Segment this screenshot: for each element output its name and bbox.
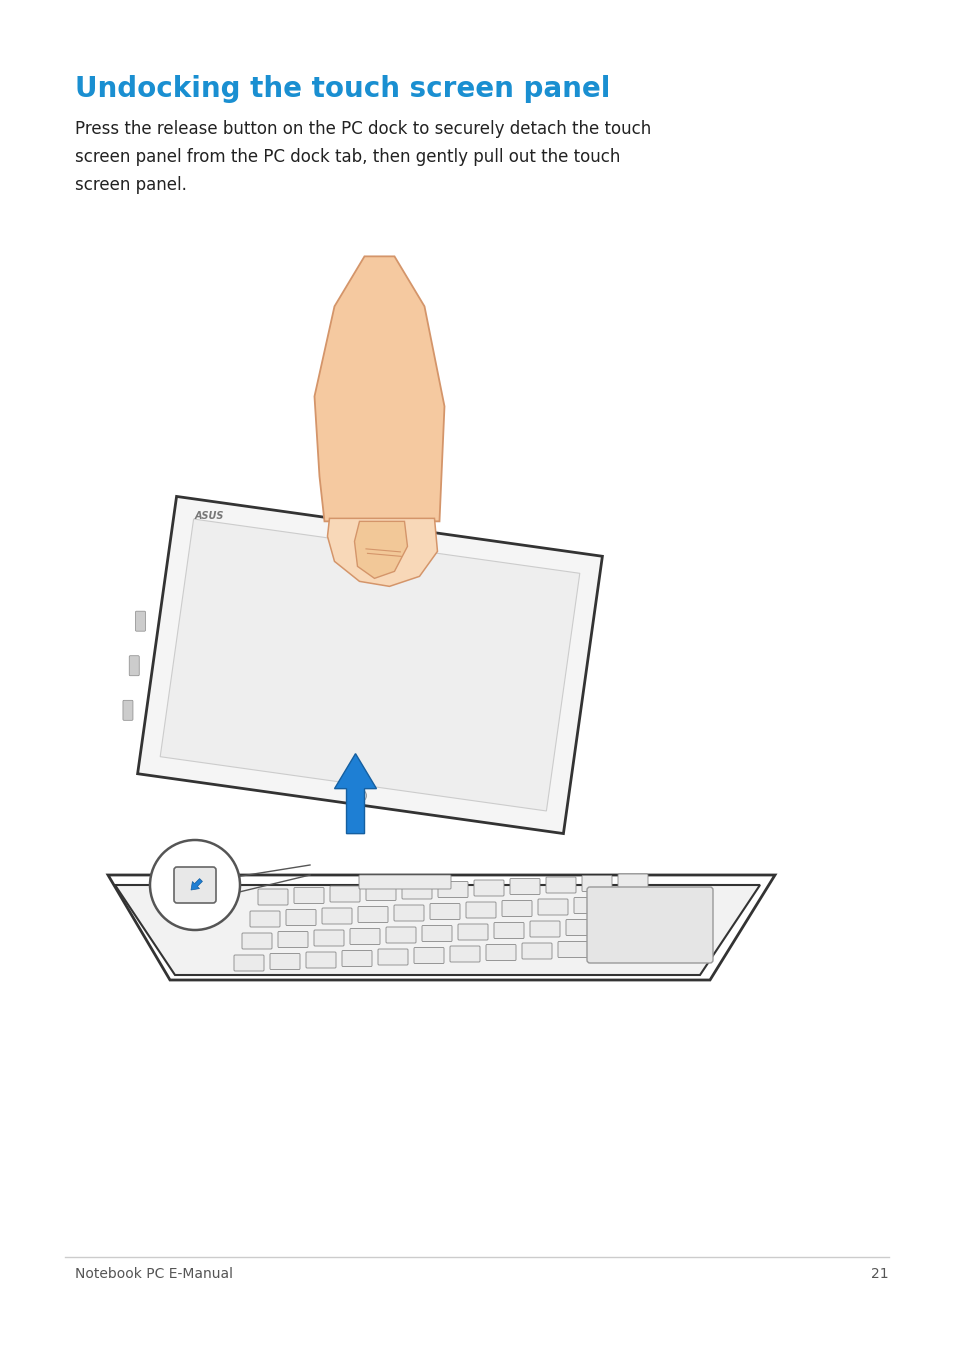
FancyBboxPatch shape bbox=[530, 921, 559, 937]
FancyBboxPatch shape bbox=[594, 940, 623, 956]
Text: Press the release button on the PC dock to securely detach the touch
screen pane: Press the release button on the PC dock … bbox=[75, 120, 651, 194]
FancyBboxPatch shape bbox=[322, 908, 352, 924]
FancyBboxPatch shape bbox=[341, 951, 372, 967]
FancyBboxPatch shape bbox=[494, 923, 523, 939]
Circle shape bbox=[355, 790, 366, 802]
Polygon shape bbox=[355, 522, 407, 578]
FancyBboxPatch shape bbox=[450, 946, 479, 962]
Text: ASUS: ASUS bbox=[194, 511, 224, 522]
FancyBboxPatch shape bbox=[286, 909, 315, 925]
FancyBboxPatch shape bbox=[306, 952, 335, 968]
FancyBboxPatch shape bbox=[521, 943, 552, 959]
FancyArrow shape bbox=[191, 878, 202, 890]
FancyBboxPatch shape bbox=[474, 880, 503, 896]
FancyBboxPatch shape bbox=[465, 902, 496, 919]
FancyBboxPatch shape bbox=[586, 886, 712, 963]
FancyBboxPatch shape bbox=[358, 876, 451, 889]
FancyBboxPatch shape bbox=[581, 876, 612, 892]
FancyBboxPatch shape bbox=[386, 927, 416, 943]
FancyBboxPatch shape bbox=[414, 947, 443, 963]
FancyBboxPatch shape bbox=[609, 896, 639, 912]
Polygon shape bbox=[314, 257, 444, 522]
FancyBboxPatch shape bbox=[601, 919, 631, 933]
FancyBboxPatch shape bbox=[257, 889, 288, 905]
Polygon shape bbox=[137, 496, 601, 834]
FancyBboxPatch shape bbox=[270, 954, 299, 970]
FancyBboxPatch shape bbox=[357, 907, 388, 923]
FancyBboxPatch shape bbox=[129, 656, 139, 675]
FancyBboxPatch shape bbox=[401, 884, 432, 898]
Circle shape bbox=[391, 531, 397, 538]
FancyBboxPatch shape bbox=[421, 925, 452, 941]
FancyBboxPatch shape bbox=[173, 868, 215, 902]
Polygon shape bbox=[327, 518, 437, 586]
Circle shape bbox=[370, 530, 378, 538]
FancyBboxPatch shape bbox=[430, 904, 459, 920]
FancyBboxPatch shape bbox=[277, 932, 308, 947]
FancyBboxPatch shape bbox=[294, 888, 324, 904]
FancyBboxPatch shape bbox=[574, 897, 603, 913]
FancyBboxPatch shape bbox=[618, 874, 647, 890]
Text: Undocking the touch screen panel: Undocking the touch screen panel bbox=[75, 75, 610, 104]
FancyBboxPatch shape bbox=[510, 878, 539, 894]
FancyBboxPatch shape bbox=[457, 924, 488, 940]
FancyBboxPatch shape bbox=[314, 929, 344, 946]
FancyBboxPatch shape bbox=[545, 877, 576, 893]
FancyBboxPatch shape bbox=[135, 611, 145, 631]
Polygon shape bbox=[160, 519, 579, 811]
FancyBboxPatch shape bbox=[366, 885, 395, 901]
FancyBboxPatch shape bbox=[250, 911, 280, 927]
Circle shape bbox=[150, 841, 240, 929]
FancyBboxPatch shape bbox=[485, 944, 516, 960]
FancyBboxPatch shape bbox=[501, 901, 532, 916]
Text: Notebook PC E-Manual: Notebook PC E-Manual bbox=[75, 1267, 233, 1280]
FancyBboxPatch shape bbox=[437, 881, 468, 897]
Polygon shape bbox=[115, 885, 760, 975]
FancyBboxPatch shape bbox=[123, 701, 132, 721]
FancyBboxPatch shape bbox=[233, 955, 264, 971]
FancyBboxPatch shape bbox=[394, 905, 423, 921]
Text: 21: 21 bbox=[870, 1267, 888, 1280]
FancyBboxPatch shape bbox=[330, 886, 359, 902]
FancyBboxPatch shape bbox=[537, 898, 567, 915]
FancyBboxPatch shape bbox=[558, 941, 587, 958]
FancyBboxPatch shape bbox=[565, 920, 596, 936]
FancyArrow shape bbox=[335, 753, 376, 834]
FancyBboxPatch shape bbox=[242, 933, 272, 950]
FancyBboxPatch shape bbox=[350, 928, 379, 944]
FancyBboxPatch shape bbox=[377, 950, 408, 964]
